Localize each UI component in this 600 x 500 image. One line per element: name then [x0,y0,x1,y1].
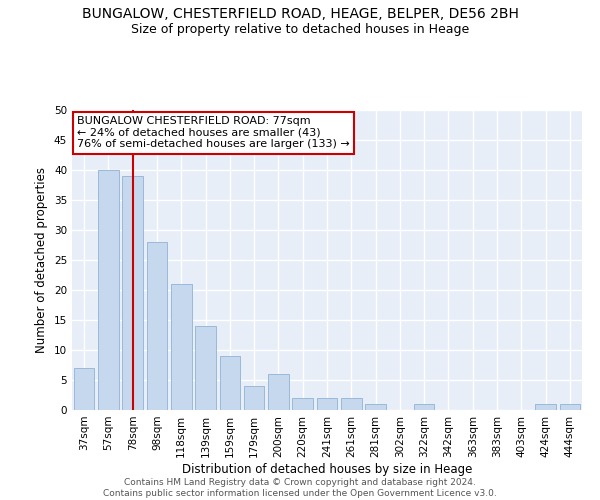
Text: BUNGALOW, CHESTERFIELD ROAD, HEAGE, BELPER, DE56 2BH: BUNGALOW, CHESTERFIELD ROAD, HEAGE, BELP… [82,8,518,22]
X-axis label: Distribution of detached houses by size in Heage: Distribution of detached houses by size … [182,462,472,475]
Text: Contains HM Land Registry data © Crown copyright and database right 2024.
Contai: Contains HM Land Registry data © Crown c… [103,478,497,498]
Bar [268,374,289,410]
Bar [74,368,94,410]
Bar [341,398,362,410]
Bar [98,170,119,410]
Bar [317,398,337,410]
Y-axis label: Number of detached properties: Number of detached properties [35,167,49,353]
Bar [560,404,580,410]
Bar [220,356,240,410]
Bar [244,386,265,410]
Bar [195,326,216,410]
Bar [122,176,143,410]
Bar [365,404,386,410]
Bar [414,404,434,410]
Bar [146,242,167,410]
Bar [535,404,556,410]
Text: BUNGALOW CHESTERFIELD ROAD: 77sqm
← 24% of detached houses are smaller (43)
76% : BUNGALOW CHESTERFIELD ROAD: 77sqm ← 24% … [77,116,350,149]
Bar [171,284,191,410]
Text: Size of property relative to detached houses in Heage: Size of property relative to detached ho… [131,22,469,36]
Bar [292,398,313,410]
